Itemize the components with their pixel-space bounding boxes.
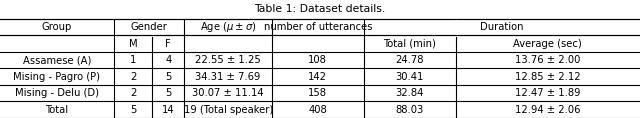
Text: Average (sec): Average (sec): [513, 39, 582, 49]
Text: number of utterances: number of utterances: [264, 22, 372, 32]
Text: 142: 142: [308, 72, 327, 82]
Text: 12.94 ± 2.06: 12.94 ± 2.06: [515, 105, 580, 115]
Text: M: M: [129, 39, 138, 49]
Text: 4: 4: [165, 55, 172, 65]
Text: 408: 408: [308, 105, 327, 115]
Text: 5: 5: [165, 72, 172, 82]
Text: 2: 2: [130, 72, 136, 82]
Text: 22.55 ± 1.25: 22.55 ± 1.25: [195, 55, 261, 65]
Text: Gender: Gender: [131, 22, 168, 32]
Text: 32.84: 32.84: [396, 88, 424, 98]
Text: 19 (Total speaker): 19 (Total speaker): [184, 105, 273, 115]
Text: 5: 5: [165, 88, 172, 98]
Text: Age ($\mu \pm \sigma$): Age ($\mu \pm \sigma$): [200, 20, 257, 34]
Text: 2: 2: [130, 88, 136, 98]
Text: Duration: Duration: [480, 22, 524, 32]
Text: 30.41: 30.41: [396, 72, 424, 82]
Text: 24.78: 24.78: [396, 55, 424, 65]
Text: 13.76 ± 2.00: 13.76 ± 2.00: [515, 55, 580, 65]
Text: F: F: [166, 39, 171, 49]
Text: 34.31 ± 7.69: 34.31 ± 7.69: [195, 72, 261, 82]
Text: Group: Group: [42, 22, 72, 32]
Text: 1: 1: [130, 55, 136, 65]
Text: 5: 5: [130, 105, 136, 115]
Text: Table 1: Dataset details.: Table 1: Dataset details.: [254, 4, 386, 14]
Text: Total: Total: [45, 105, 68, 115]
Text: Mising - Pagro (P): Mising - Pagro (P): [13, 72, 100, 82]
Text: Assamese (A): Assamese (A): [23, 55, 91, 65]
Text: 12.85 ± 2.12: 12.85 ± 2.12: [515, 72, 580, 82]
Text: 108: 108: [308, 55, 327, 65]
Text: Total (min): Total (min): [383, 39, 436, 49]
Text: 158: 158: [308, 88, 327, 98]
Text: Mising - Delu (D): Mising - Delu (D): [15, 88, 99, 98]
Text: 88.03: 88.03: [396, 105, 424, 115]
Text: 12.47 ± 1.89: 12.47 ± 1.89: [515, 88, 580, 98]
Text: 30.07 ± 11.14: 30.07 ± 11.14: [193, 88, 264, 98]
Text: 14: 14: [162, 105, 175, 115]
